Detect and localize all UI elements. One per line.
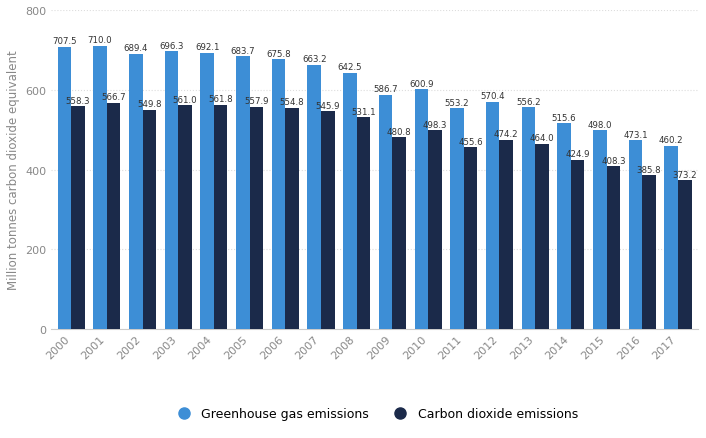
- Text: 689.4: 689.4: [124, 44, 148, 53]
- Text: 553.2: 553.2: [445, 99, 469, 108]
- Bar: [71, 107, 85, 329]
- Bar: [107, 104, 121, 329]
- Bar: [250, 107, 263, 329]
- Bar: [428, 131, 442, 329]
- Text: 675.8: 675.8: [266, 50, 291, 59]
- Text: 561.0: 561.0: [173, 95, 197, 105]
- Bar: [272, 60, 285, 329]
- Text: 373.2: 373.2: [672, 170, 697, 179]
- Bar: [557, 124, 571, 329]
- Bar: [343, 74, 357, 329]
- Bar: [178, 106, 192, 329]
- Text: 557.9: 557.9: [244, 97, 269, 106]
- Bar: [129, 55, 143, 329]
- Text: 566.7: 566.7: [101, 93, 126, 102]
- Bar: [571, 160, 585, 329]
- Bar: [522, 108, 535, 329]
- Bar: [93, 47, 107, 329]
- Text: 480.8: 480.8: [387, 127, 412, 136]
- Text: 600.9: 600.9: [409, 80, 433, 88]
- Text: 561.8: 561.8: [208, 95, 233, 104]
- Text: 554.8: 554.8: [280, 98, 304, 107]
- Bar: [285, 109, 299, 329]
- Bar: [379, 96, 393, 329]
- Text: 663.2: 663.2: [302, 55, 327, 64]
- Text: 424.9: 424.9: [566, 150, 590, 159]
- Bar: [450, 109, 464, 329]
- Text: 692.1: 692.1: [195, 43, 220, 52]
- Text: 460.2: 460.2: [659, 136, 683, 145]
- Text: 556.2: 556.2: [516, 97, 541, 106]
- Y-axis label: Million tonnes carbon dioxide equivalent: Million tonnes carbon dioxide equivalent: [7, 50, 20, 290]
- Text: 385.8: 385.8: [637, 165, 662, 174]
- Text: 474.2: 474.2: [494, 130, 519, 139]
- Text: 549.8: 549.8: [137, 100, 162, 109]
- Bar: [307, 65, 321, 329]
- Bar: [164, 52, 178, 329]
- Bar: [678, 181, 692, 329]
- Text: 473.1: 473.1: [623, 131, 648, 139]
- Bar: [664, 146, 678, 329]
- Text: 586.7: 586.7: [373, 85, 398, 94]
- Bar: [414, 90, 428, 329]
- Bar: [464, 148, 477, 329]
- Bar: [606, 167, 620, 329]
- Bar: [486, 102, 500, 329]
- Text: 498.0: 498.0: [587, 120, 612, 130]
- Bar: [143, 110, 156, 329]
- Bar: [593, 131, 606, 329]
- Bar: [642, 176, 656, 329]
- Text: 408.3: 408.3: [601, 156, 626, 165]
- Bar: [58, 48, 71, 329]
- Bar: [629, 141, 642, 329]
- Text: 531.1: 531.1: [351, 107, 376, 117]
- Text: 558.3: 558.3: [66, 96, 90, 106]
- Bar: [500, 141, 513, 329]
- Text: 683.7: 683.7: [231, 46, 255, 56]
- Text: 570.4: 570.4: [480, 92, 505, 101]
- Bar: [201, 54, 214, 329]
- Bar: [393, 138, 406, 329]
- Bar: [357, 118, 370, 329]
- Text: 498.3: 498.3: [423, 120, 447, 129]
- Text: 455.6: 455.6: [458, 138, 483, 146]
- Bar: [214, 106, 227, 329]
- Legend: Greenhouse gas emissions, Carbon dioxide emissions: Greenhouse gas emissions, Carbon dioxide…: [166, 402, 583, 425]
- Bar: [236, 57, 250, 329]
- Text: 707.5: 707.5: [52, 37, 77, 46]
- Bar: [321, 112, 335, 329]
- Text: 515.6: 515.6: [552, 113, 576, 123]
- Text: 642.5: 642.5: [337, 63, 362, 72]
- Bar: [535, 145, 549, 329]
- Text: 545.9: 545.9: [316, 102, 340, 110]
- Text: 696.3: 696.3: [159, 42, 184, 51]
- Text: 464.0: 464.0: [530, 134, 554, 143]
- Text: 710.0: 710.0: [88, 36, 112, 45]
